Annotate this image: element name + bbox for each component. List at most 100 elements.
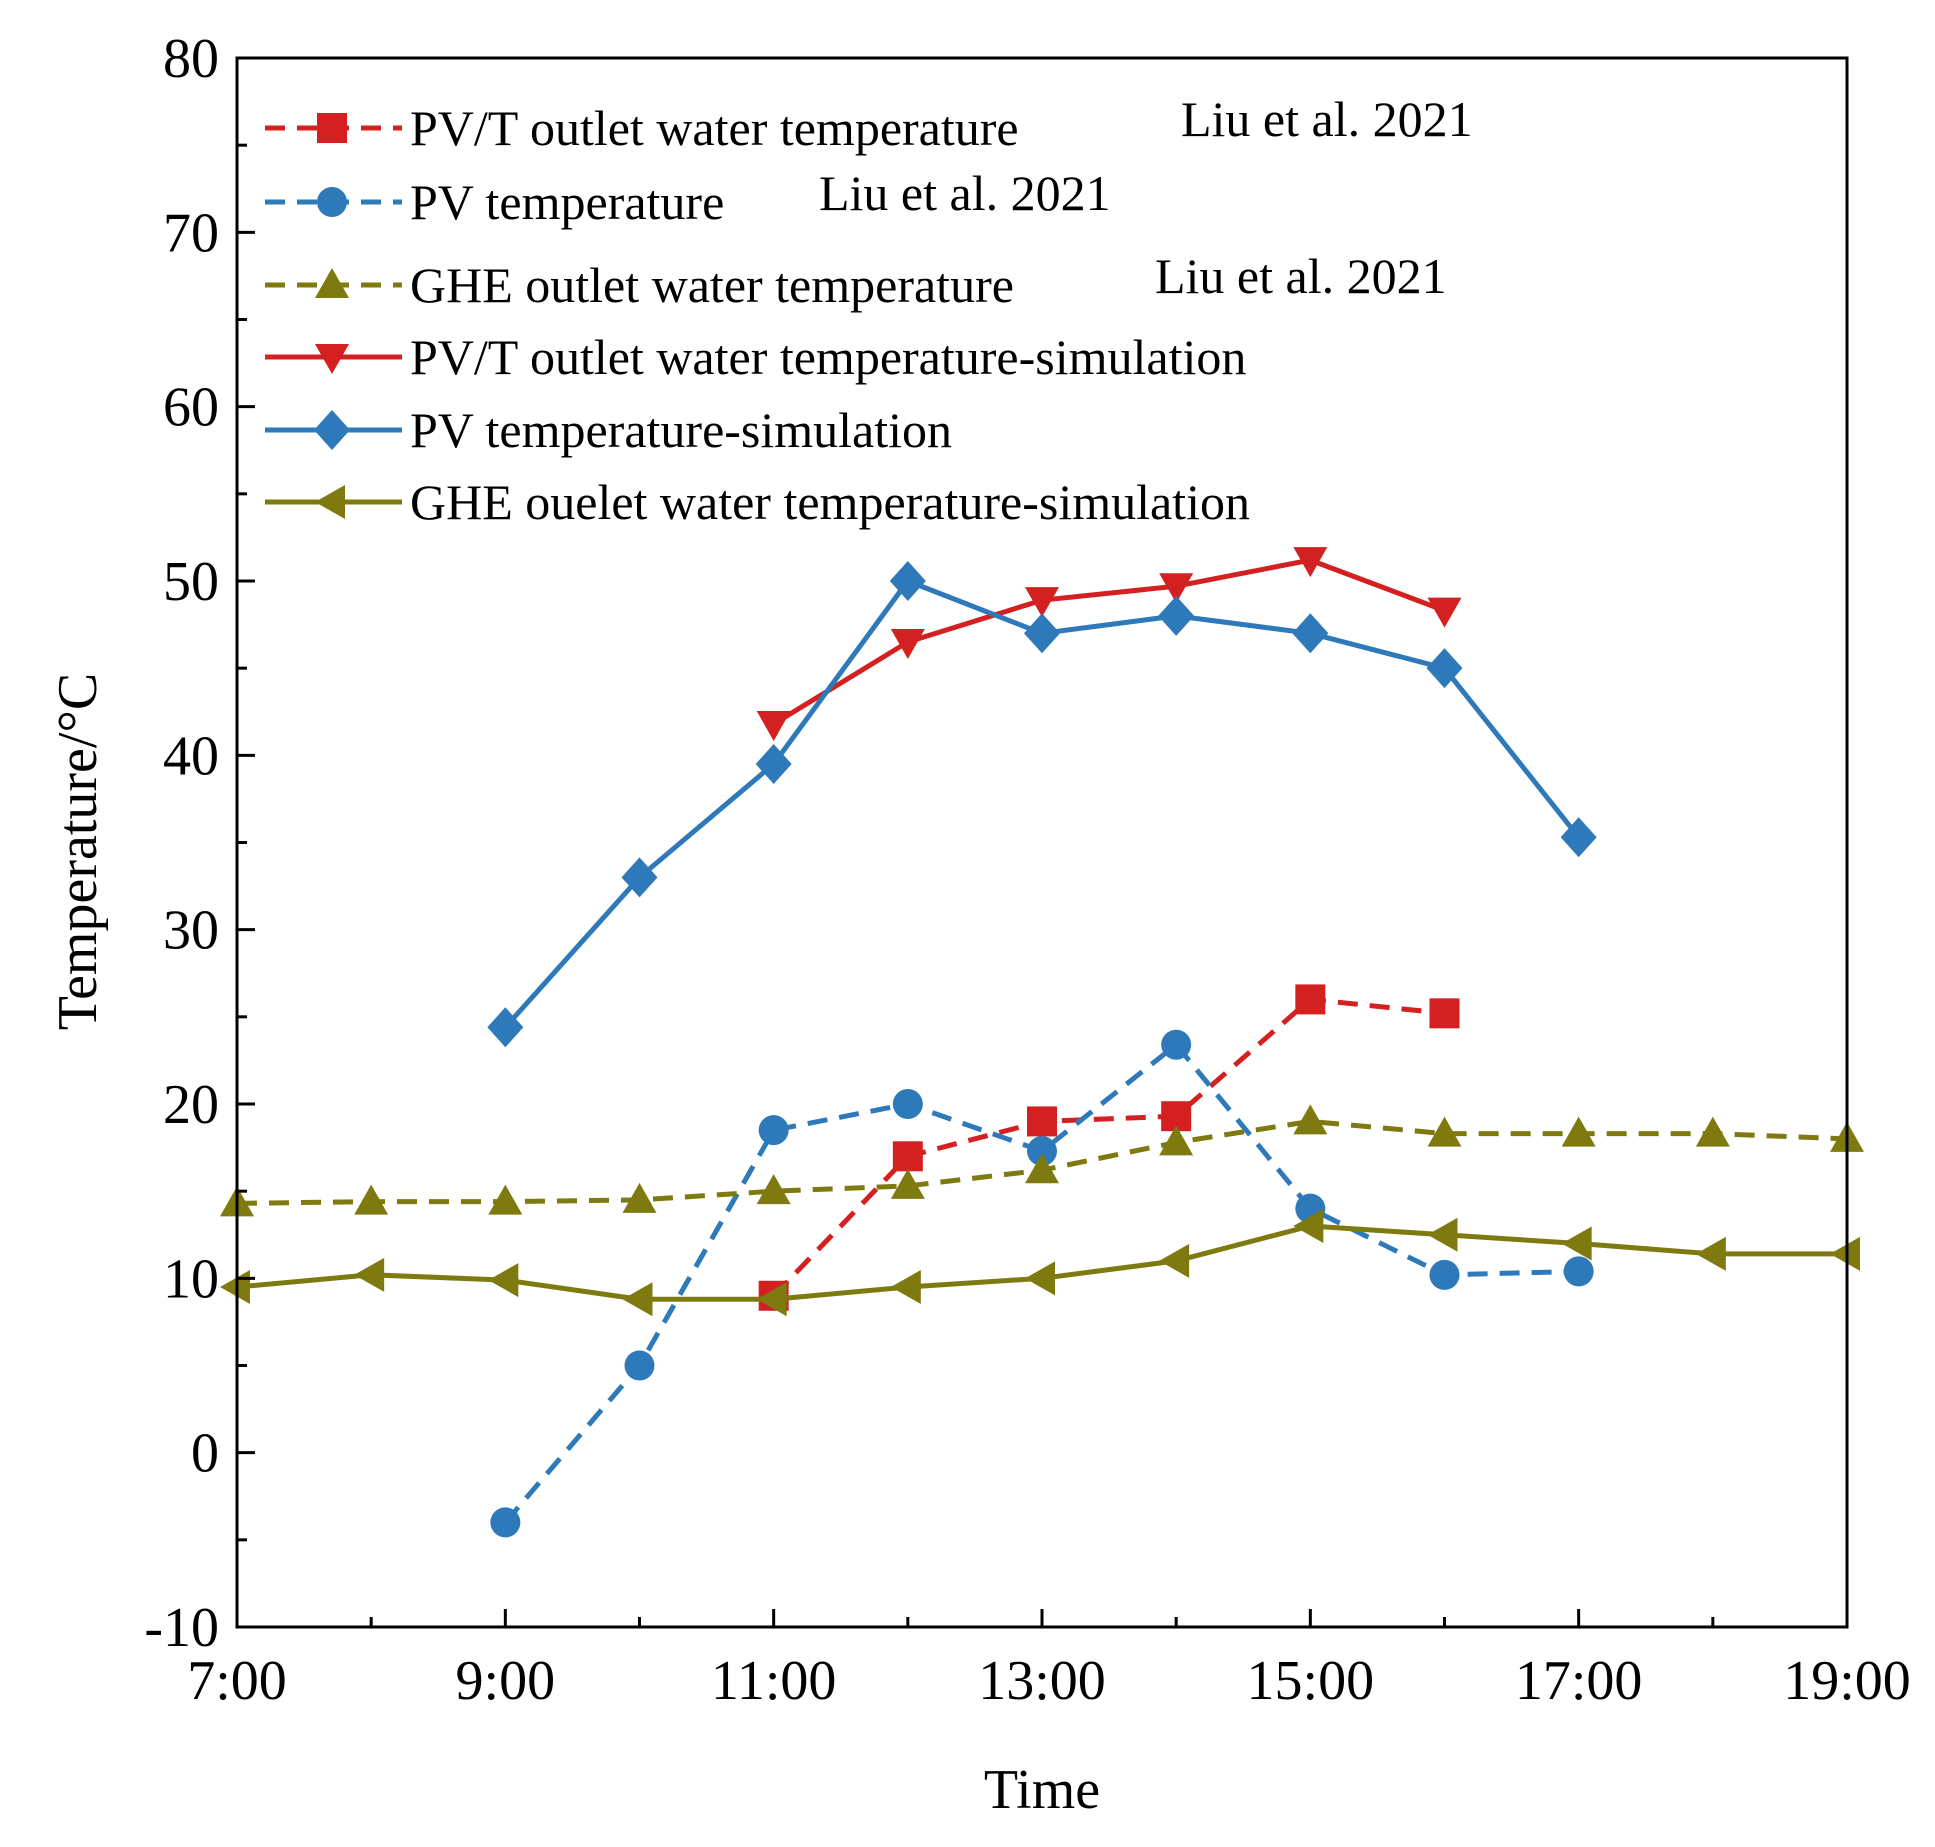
data-point [1295, 984, 1326, 1015]
data-point [1159, 1125, 1194, 1156]
data-point [487, 1007, 524, 1048]
legend-item: PV temperature-simulation [265, 402, 952, 458]
data-point [1427, 1116, 1462, 1147]
data-point [1293, 1104, 1328, 1135]
data-point [890, 1270, 921, 1305]
series-layer [220, 547, 1864, 1538]
data-point [755, 744, 792, 785]
series-line [771, 996, 1445, 1298]
data-point [1563, 1256, 1594, 1287]
data-point [354, 1184, 389, 1215]
data-point [889, 561, 926, 601]
data-point [490, 1507, 521, 1538]
data-point [1695, 1116, 1730, 1147]
x-tick-label: 13:00 [978, 1650, 1106, 1712]
data-point [220, 1270, 250, 1305]
x-tick-label: 19:00 [1783, 1650, 1911, 1712]
legend-marker [314, 410, 350, 450]
data-point [890, 629, 925, 660]
series-line [503, 1042, 1579, 1525]
legend-source: Liu et al. 2021 [819, 165, 1111, 221]
data-point [1293, 1209, 1324, 1244]
y-tick-label: 40 [163, 725, 219, 787]
data-point [890, 1168, 925, 1199]
series-line [772, 557, 1446, 727]
legend-label: PV temperature [410, 174, 724, 230]
data-point [622, 1282, 653, 1317]
y-tick-label: 80 [163, 28, 219, 90]
data-point [1025, 1261, 1055, 1296]
legend-item: PV temperature Liu et al. 2021 [265, 165, 1111, 230]
data-point [758, 1115, 789, 1146]
x-tick-label: 9:00 [456, 1650, 556, 1712]
legend-label: PV/T outlet water temperature-simulation [410, 329, 1246, 385]
series-4 [487, 561, 1597, 1048]
legend-label: GHE outlet water temperature [410, 257, 1014, 313]
data-point [622, 1182, 657, 1213]
legend-item: PV/T outlet water temperature-simulation [265, 329, 1246, 385]
y-tick-label: 70 [163, 202, 219, 264]
data-point [1427, 1217, 1458, 1252]
y-tick-label: 0 [191, 1423, 219, 1485]
data-point [892, 1141, 923, 1172]
data-point [354, 1257, 385, 1292]
x-axis-title: Time [984, 1759, 1100, 1821]
series-0 [758, 984, 1460, 1311]
data-point [1561, 1226, 1592, 1261]
x-tick-label: 15:00 [1247, 1650, 1375, 1712]
data-point [1159, 1243, 1190, 1278]
data-point [1025, 1153, 1059, 1184]
data-point [756, 1174, 791, 1205]
legend-marker [315, 268, 349, 298]
data-point [1293, 547, 1328, 578]
y-tick-label: -10 [144, 1597, 219, 1659]
data-point [624, 1350, 655, 1381]
data-point [1429, 1259, 1460, 1290]
series-3 [756, 547, 1462, 741]
legend-marker [315, 485, 345, 519]
data-point [621, 857, 658, 898]
legend-item: PV/T outlet water temperature Liu et al. … [265, 91, 1473, 156]
y-tick-label: 30 [163, 900, 219, 962]
legend-source: Liu et al. 2021 [1155, 248, 1447, 304]
data-point [1426, 648, 1463, 689]
data-point [1161, 1029, 1192, 1060]
data-point [488, 1263, 519, 1298]
data-point [488, 1184, 523, 1215]
data-point [1427, 597, 1462, 628]
y-tick-label: 20 [163, 1074, 219, 1136]
data-point [1292, 613, 1329, 654]
legend-marker [317, 187, 347, 217]
y-tick-label: 50 [163, 551, 219, 613]
legend-item: GHE ouelet water temperature-simulation [265, 474, 1250, 530]
legend-marker [315, 344, 349, 374]
x-tick-label: 11:00 [711, 1650, 836, 1712]
data-point [1561, 1116, 1596, 1147]
legend-marker [317, 113, 347, 143]
data-point [1024, 613, 1060, 654]
legend-label: GHE ouelet water temperature-simulation [410, 474, 1250, 530]
data-point [756, 1282, 787, 1317]
series-line [236, 1223, 1847, 1302]
legend-item: GHE outlet water temperature Liu et al. 2… [265, 248, 1447, 313]
series-2 [220, 1104, 1864, 1217]
data-point [1158, 595, 1195, 636]
axes-layer: 7:00 9:00 11:00 13:00 15:00 17:00 19:00 -10 0 10 2… [144, 28, 1910, 1712]
x-tick-label: 17:00 [1515, 1650, 1643, 1712]
data-point [1027, 1136, 1057, 1167]
data-point [1027, 1106, 1057, 1137]
data-point [1830, 1236, 1860, 1271]
legend-label: PV/T outlet water temperature [410, 100, 1019, 156]
data-point [756, 710, 791, 741]
series-5 [220, 1209, 1860, 1317]
x-tick-label: 7:00 [187, 1650, 287, 1712]
data-point [1560, 817, 1597, 858]
legend-label: PV temperature-simulation [410, 402, 952, 458]
legend-source: Liu et al. 2021 [1181, 91, 1473, 147]
y-tick-label: 60 [163, 377, 219, 439]
y-tick-label: 10 [163, 1248, 219, 1310]
data-point [1429, 998, 1460, 1029]
data-point [1695, 1236, 1726, 1271]
data-point [1025, 587, 1059, 618]
